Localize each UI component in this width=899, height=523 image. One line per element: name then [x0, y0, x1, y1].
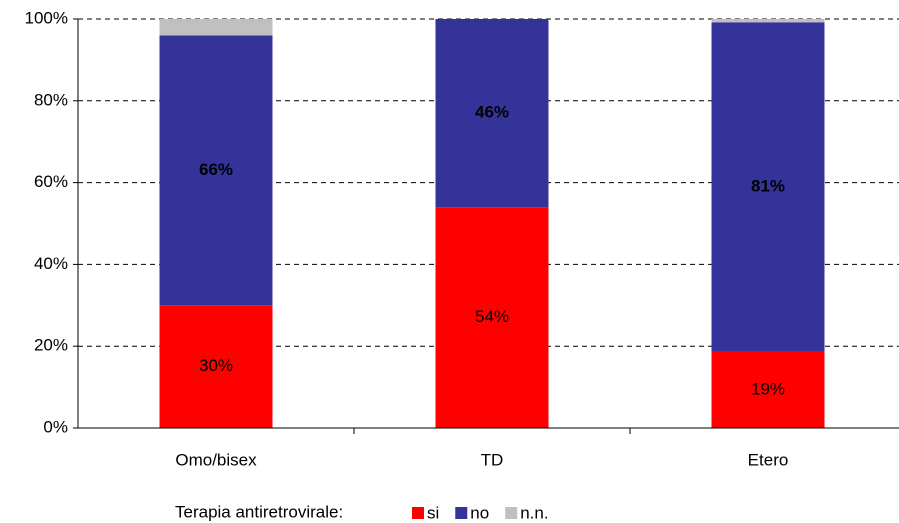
bar-segment: [435, 19, 549, 208]
value-label: 66%: [199, 160, 233, 179]
bar-segment: [159, 19, 273, 36]
bar-segment: [435, 207, 549, 428]
legend-label: n.n.: [520, 503, 548, 522]
y-tick-label: 80%: [34, 90, 68, 109]
x-tick-label: Omo/bisex: [175, 450, 257, 469]
legend-label: si: [427, 503, 439, 522]
legend-swatch: [505, 507, 518, 519]
legend-label: no: [470, 503, 489, 522]
legend-swatch: [412, 507, 424, 519]
value-label: 30%: [199, 356, 233, 375]
legend-swatch: [455, 507, 468, 519]
y-tick-label: 40%: [34, 254, 68, 273]
y-tick-label: 0%: [43, 417, 68, 436]
bar-segment: [159, 305, 273, 428]
bar-segment: [711, 22, 825, 352]
bar-segment: [159, 35, 273, 306]
bar-segment: [711, 19, 825, 23]
x-tick-label: TD: [481, 450, 504, 469]
y-tick-label: 20%: [34, 336, 68, 355]
value-label: 19%: [751, 379, 785, 398]
x-tick-label: Etero: [748, 450, 789, 469]
bar-segment: [711, 351, 825, 428]
y-tick-label: 100%: [25, 8, 68, 27]
legend-title: Terapia antiretrovirale:: [175, 502, 343, 521]
value-label: 46%: [475, 103, 509, 122]
value-label: 54%: [475, 307, 509, 326]
value-label: 81%: [751, 177, 785, 196]
y-tick-label: 60%: [34, 172, 68, 191]
